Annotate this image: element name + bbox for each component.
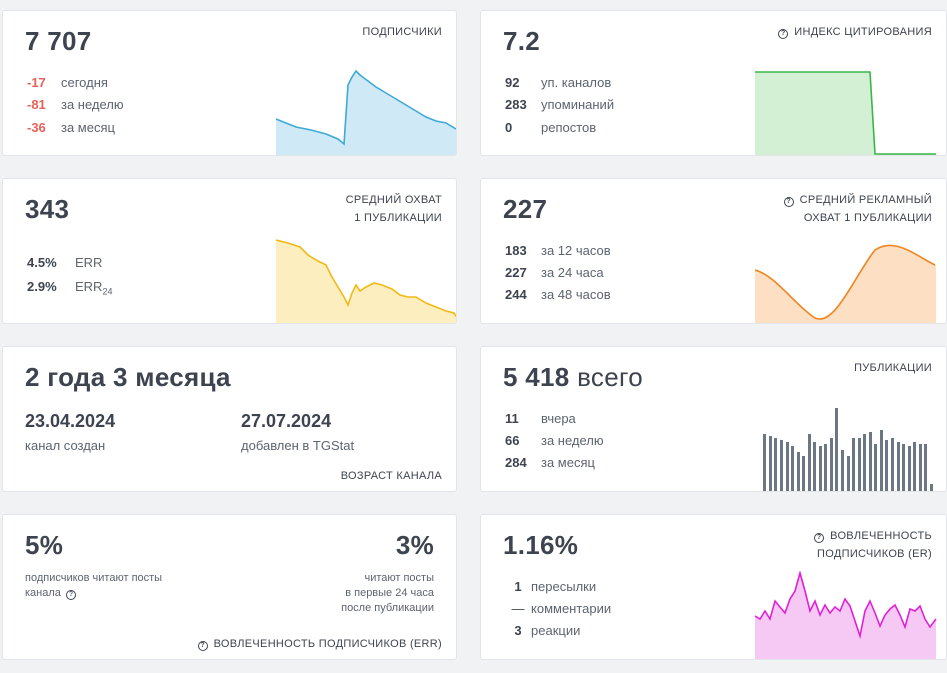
created-label: канал создан <box>25 438 106 453</box>
avg-reach-sparkline <box>276 239 456 323</box>
question-circle-icon[interactable]: ? <box>778 29 789 39</box>
engagement-row-forwards: 1 пересылки <box>514 579 597 594</box>
ad-reach-sparkline <box>755 244 936 323</box>
age-card[interactable]: 2 года 3 месяца 23.04.2024 канал создан … <box>2 346 457 492</box>
subscribers-row-week: -81 за неделю <box>27 97 124 112</box>
age-caption: ВОЗРАСТ КАНАЛА <box>340 470 442 482</box>
err-card[interactable]: 5% подписчиков читают посты канала ? 3% … <box>2 514 457 660</box>
age-value: 2 года 3 месяца <box>25 362 231 392</box>
subscribers-sparkline <box>276 69 456 155</box>
avg-reach-caption: СРЕДНИЙ ОХВАТ 1 ПУБЛИКАЦИИ <box>345 194 442 224</box>
subscribers-card[interactable]: 7 707 ПОДПИСЧИКИ -17 сегодня -81 за неде… <box>2 10 457 156</box>
question-circle-icon[interactable]: ? <box>814 533 825 543</box>
question-circle-icon[interactable]: ? <box>783 197 794 207</box>
subscribers-row-today: -17 сегодня <box>27 75 108 90</box>
engagement-caption: ? ВОВЛЕЧЕННОСТЬ ПОДПИСЧИКОВ (ER) <box>814 527 932 563</box>
added-label: добавлен в TGStat <box>241 438 355 453</box>
ad-reach-value: 227 <box>503 194 548 224</box>
posts-card[interactable]: 5 418 всего ПУБЛИКАЦИИ 11 вчера 66 за не… <box>480 346 947 492</box>
citation-row-reposts: 0 репостов <box>505 120 597 135</box>
citation-card[interactable]: 7.2 ? ИНДЕКС ЦИТИРОВАНИЯ 92 уп. каналов 2… <box>480 10 947 156</box>
subscribers-row-month: -36 за месяц <box>27 120 115 135</box>
engagement-row-reactions: 3 реакции <box>514 623 581 638</box>
avg-reach-card[interactable]: 343 СРЕДНИЙ ОХВАТ 1 ПУБЛИКАЦИИ 4.5% ERR … <box>2 178 457 324</box>
err-caption: ? ВОВЛЕЧЕННОСТЬ ПОДПИСЧИКОВ (ERR) <box>197 635 442 653</box>
err-right-text: читают посты в первые 24 часа после публ… <box>341 572 434 614</box>
avg-reach-value: 343 <box>25 194 70 224</box>
engagement-card[interactable]: 1.16% ? ВОВЛЕЧЕННОСТЬ ПОДПИСЧИКОВ (ER) 1 … <box>480 514 947 660</box>
posts-row-month: 284 за месяц <box>505 455 595 470</box>
created-date: 23.04.2024 <box>25 411 116 431</box>
citation-value: 7.2 <box>503 26 541 56</box>
err-right-value: 3% <box>395 530 434 560</box>
ad-reach-row-24h: 227 за 24 часа <box>505 265 604 280</box>
ad-reach-row-12h: 183 за 12 часов <box>505 243 611 258</box>
engagement-row-comments: — комментарии <box>511 601 612 616</box>
avg-reach-row-err24: 2.9% ERR24 <box>27 279 113 297</box>
citation-caption: ? ИНДЕКС ЦИТИРОВАНИЯ <box>778 23 932 41</box>
subscribers-value: 7 707 <box>25 26 92 56</box>
citation-row-mentions: 283 упоминаний <box>505 97 615 112</box>
engagement-sparkline <box>755 571 937 659</box>
posts-row-week: 66 за неделю <box>505 433 604 448</box>
citation-sparkline <box>755 71 936 155</box>
citation-row-channels: 92 уп. каналов <box>505 75 612 90</box>
question-circle-icon[interactable]: ? <box>65 590 76 600</box>
posts-value: 5 418 всего <box>503 362 643 392</box>
ad-reach-row-48h: 244 за 48 часов <box>505 287 611 302</box>
avg-reach-row-err: 4.5% ERR <box>27 255 103 270</box>
subscribers-caption: ПОДПИСЧИКИ <box>362 26 442 38</box>
posts-row-yesterday: 11 вчера <box>505 411 576 426</box>
added-date: 27.07.2024 <box>241 411 332 431</box>
ad-reach-card[interactable]: 227 ? СРЕДНИЙ РЕКЛАМНЫЙ ОХВАТ 1 ПУБЛИКАЦИ… <box>480 178 947 324</box>
engagement-value: 1.16% <box>503 530 579 560</box>
ad-reach-caption: ? СРЕДНИЙ РЕКЛАМНЫЙ ОХВАТ 1 ПУБЛИКАЦИИ <box>783 191 932 227</box>
posts-caption: ПУБЛИКАЦИИ <box>854 362 932 374</box>
err-left-value: 5% <box>25 530 64 560</box>
posts-barchart <box>763 408 933 491</box>
question-circle-icon[interactable]: ? <box>197 641 208 651</box>
err-left-text: подписчиков читают посты канала ? <box>25 572 163 600</box>
